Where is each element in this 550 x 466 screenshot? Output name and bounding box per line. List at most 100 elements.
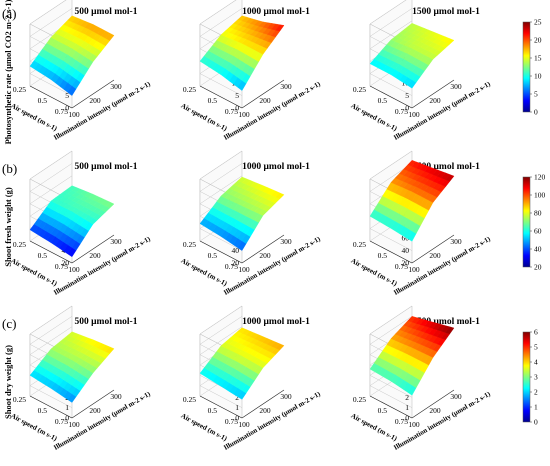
colorbar-tick-label: 15 [534,54,542,63]
colorbar-tick-label: 100 [534,191,546,200]
colorbar-tick-label: 5 [534,343,538,352]
row-ylabel-b: Shoot fresh weight (g) [3,187,13,267]
colorbar-tick-label: 0 [534,418,538,427]
z-tick-label: 20 [232,259,240,268]
surface-patch [275,192,285,200]
x-tick-label: 200 [259,406,271,415]
colorbar-a [522,21,531,113]
y-axis-label: Air speed (m s-1) [180,257,229,288]
y-tick-label: 0.75 [225,262,238,271]
colorbar-tick-label: 5 [534,90,538,99]
x-axis-line [411,79,455,109]
column-title: 1500 μmol mol-1 [412,317,480,327]
x-tick-label: 100 [68,420,80,429]
y-tick-label: 0.25 [13,395,26,404]
x-tick-label: 100 [408,420,420,429]
x-axis-line [241,79,285,109]
y-axis-line [369,240,413,264]
y-tick-label: 0.5 [38,96,48,105]
x-tick-label: 100 [238,110,250,119]
x-tick-label: 300 [450,237,462,246]
colorbar-tick-label: 60 [534,227,542,236]
y-axis-line [199,85,243,109]
x-tick-label: 100 [408,110,420,119]
panel-label-a: (a) [2,6,16,21]
y-axis-line [29,85,73,109]
y-tick-label: 0.75 [395,262,408,271]
x-axis-line [241,389,285,419]
x-tick-label: 200 [89,406,101,415]
y-axis-label: Air speed (m s-1) [350,257,399,288]
surface-patch [275,24,285,32]
colorbar-b [522,176,531,268]
z-tick-label: 0 [235,104,239,113]
colorbar-tick-label: 80 [534,209,542,218]
z-tick-label: 40 [232,246,240,255]
x-tick-label: 300 [280,237,292,246]
z-tick-label: 5 [235,91,239,100]
y-tick-label: 0.75 [55,107,68,116]
column-title: 1000 μmol mol-1 [242,317,310,327]
z-tick-label: 5 [405,91,409,100]
surface-panel-c-1: 500 μmol mol-101234561002003000.750.50.2… [10,305,152,452]
x-tick-label: 200 [89,96,101,105]
y-tick-label: 0.25 [353,395,366,404]
colorbar-tick-label: 20 [534,36,542,45]
surface-patch [445,326,455,335]
colorbar-tick-label: 20 [534,263,542,272]
x-tick-label: 300 [110,237,122,246]
z-tick-label: 1 [405,403,409,412]
y-tick-label: 0.75 [225,107,238,116]
y-axis-line [29,240,73,264]
colorbar-tick-label: 6 [534,328,538,337]
z-tick-label: 0 [405,104,409,113]
x-tick-label: 100 [238,420,250,429]
z-tick-label: 0 [405,414,409,423]
surface-patch [105,32,115,41]
colorbar-tick-label: 3 [534,373,538,382]
colorbar-tick-label: 1 [534,403,538,412]
surface-panel-b-3: 1500 μmol mol-1204060801001201002003000.… [350,150,492,297]
x-axis-line [71,389,115,419]
y-tick-label: 0.5 [378,251,388,260]
column-title: 1500 μmol mol-1 [412,162,480,172]
z-tick-label: 5 [65,91,69,100]
column-title: 500 μmol mol-1 [75,7,138,17]
colorbar-tick-label: 4 [534,358,538,367]
x-axis-line [71,234,115,264]
surface-patch [105,346,115,354]
column-title: 1500 μmol mol-1 [412,7,480,17]
y-tick-label: 0.25 [353,240,366,249]
y-tick-label: 0.75 [225,417,238,426]
surface-panel-a-3: 1500 μmol mol-105101520251002003000.750.… [350,0,492,142]
x-axis-line [71,79,115,109]
y-axis-label: Air speed (m s-1) [180,102,229,133]
colorbar-tick-label: 2 [534,388,538,397]
surface-panel-b-2: 1000 μmol mol-1204060801001201002003000.… [180,150,322,297]
colorbar-tick-label: 10 [534,72,542,81]
y-tick-label: 0.75 [55,417,68,426]
y-tick-label: 0.5 [208,96,218,105]
z-tick-label: 1 [235,403,239,412]
panel-label-b: (b) [2,161,17,176]
surface-patch [275,343,285,351]
x-tick-label: 300 [450,392,462,401]
y-tick-label: 0.5 [38,406,48,415]
x-tick-label: 200 [429,406,441,415]
x-tick-label: 200 [259,96,271,105]
y-tick-label: 0.25 [183,240,196,249]
surface-panel-c-2: 1000 μmol mol-101234561002003000.750.50.… [180,305,322,452]
y-axis-line [199,395,243,419]
x-tick-label: 300 [450,82,462,91]
z-tick-label: 0 [65,104,69,113]
colorbar-tick-label: 25 [534,18,542,27]
x-tick-label: 100 [68,110,80,119]
column-title: 1000 μmol mol-1 [242,7,310,17]
x-axis-line [411,389,455,419]
x-axis-line [241,234,285,264]
x-tick-label: 300 [280,392,292,401]
y-axis-label: Air speed (m s-1) [350,102,399,133]
y-tick-label: 0.25 [353,85,366,94]
chart-root: (a)Photosynthetic rate (μmol CO2 m-2 s-1… [2,0,546,452]
z-tick-label: 1 [65,403,69,412]
